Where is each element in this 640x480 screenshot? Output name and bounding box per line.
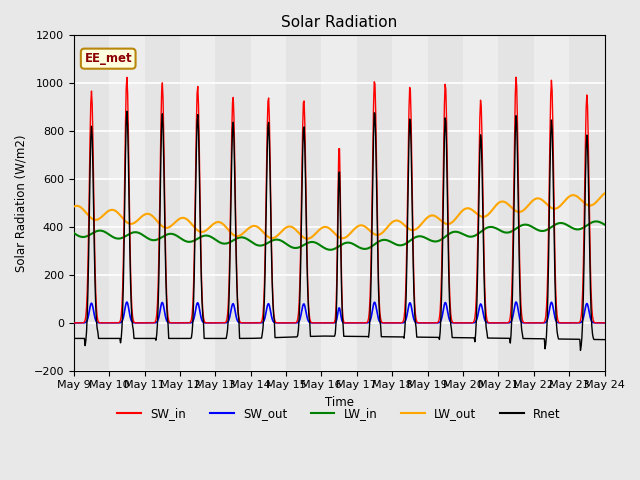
SW_out <box>408 306 415 312</box>
Rnet <box>601 337 609 343</box>
Rnet <box>172 336 180 341</box>
SW_out <box>307 320 315 326</box>
Bar <box>74 36 109 371</box>
LW_in <box>172 232 179 238</box>
Bar <box>251 36 286 371</box>
Title: Solar Radiation: Solar Radiation <box>281 15 397 30</box>
Bar <box>180 36 215 371</box>
LW_out <box>172 219 179 225</box>
Bar <box>534 36 569 371</box>
Bar <box>145 36 180 371</box>
Text: EE_met: EE_met <box>84 52 132 65</box>
SW_out <box>70 320 77 326</box>
Line: SW_in: SW_in <box>74 77 605 323</box>
LW_in <box>409 236 417 242</box>
LW_out <box>70 204 77 209</box>
SW_in <box>380 320 388 326</box>
Rnet <box>246 336 254 341</box>
LW_in <box>246 238 253 243</box>
LW_out <box>381 227 388 233</box>
Bar <box>321 36 357 371</box>
Bar <box>392 36 428 371</box>
SW_out <box>490 320 498 326</box>
Line: LW_out: LW_out <box>74 193 605 239</box>
Legend: SW_in, SW_out, LW_in, LW_out, Rnet: SW_in, SW_out, LW_in, LW_out, Rnet <box>113 403 566 425</box>
SW_in <box>512 74 520 80</box>
Y-axis label: Solar Radiation (W/m2): Solar Radiation (W/m2) <box>15 134 28 272</box>
Rnet <box>308 334 316 339</box>
LW_out <box>304 236 312 241</box>
Bar <box>428 36 463 371</box>
Rnet <box>577 348 584 353</box>
LW_in <box>70 230 77 236</box>
Rnet <box>409 225 417 230</box>
SW_out <box>512 299 520 305</box>
Rnet <box>381 334 388 340</box>
LW_out <box>601 191 609 196</box>
Rnet <box>70 336 77 341</box>
Bar <box>463 36 499 371</box>
SW_out <box>380 320 388 326</box>
Line: SW_out: SW_out <box>74 302 605 323</box>
LW_in <box>592 218 600 224</box>
SW_in <box>172 320 179 326</box>
LW_in <box>326 247 334 252</box>
LW_out <box>491 204 499 210</box>
SW_out <box>601 320 609 326</box>
LW_out <box>409 228 417 233</box>
Rnet <box>491 335 499 341</box>
SW_in <box>490 320 498 326</box>
Bar <box>569 36 605 371</box>
LW_out <box>246 225 253 230</box>
SW_in <box>408 159 415 165</box>
Rnet <box>123 108 131 114</box>
X-axis label: Time: Time <box>324 396 354 409</box>
Bar <box>215 36 251 371</box>
Line: LW_in: LW_in <box>74 221 605 250</box>
Bar <box>109 36 145 371</box>
LW_in <box>381 237 388 243</box>
Bar <box>357 36 392 371</box>
SW_out <box>246 320 253 326</box>
SW_out <box>172 320 179 326</box>
Bar <box>499 36 534 371</box>
Bar <box>286 36 321 371</box>
SW_in <box>601 320 609 326</box>
SW_in <box>70 320 77 326</box>
LW_in <box>491 225 499 230</box>
SW_in <box>307 320 315 325</box>
Line: Rnet: Rnet <box>74 111 605 350</box>
LW_in <box>307 239 315 245</box>
LW_in <box>601 222 609 228</box>
LW_out <box>308 234 316 240</box>
SW_in <box>246 320 253 326</box>
